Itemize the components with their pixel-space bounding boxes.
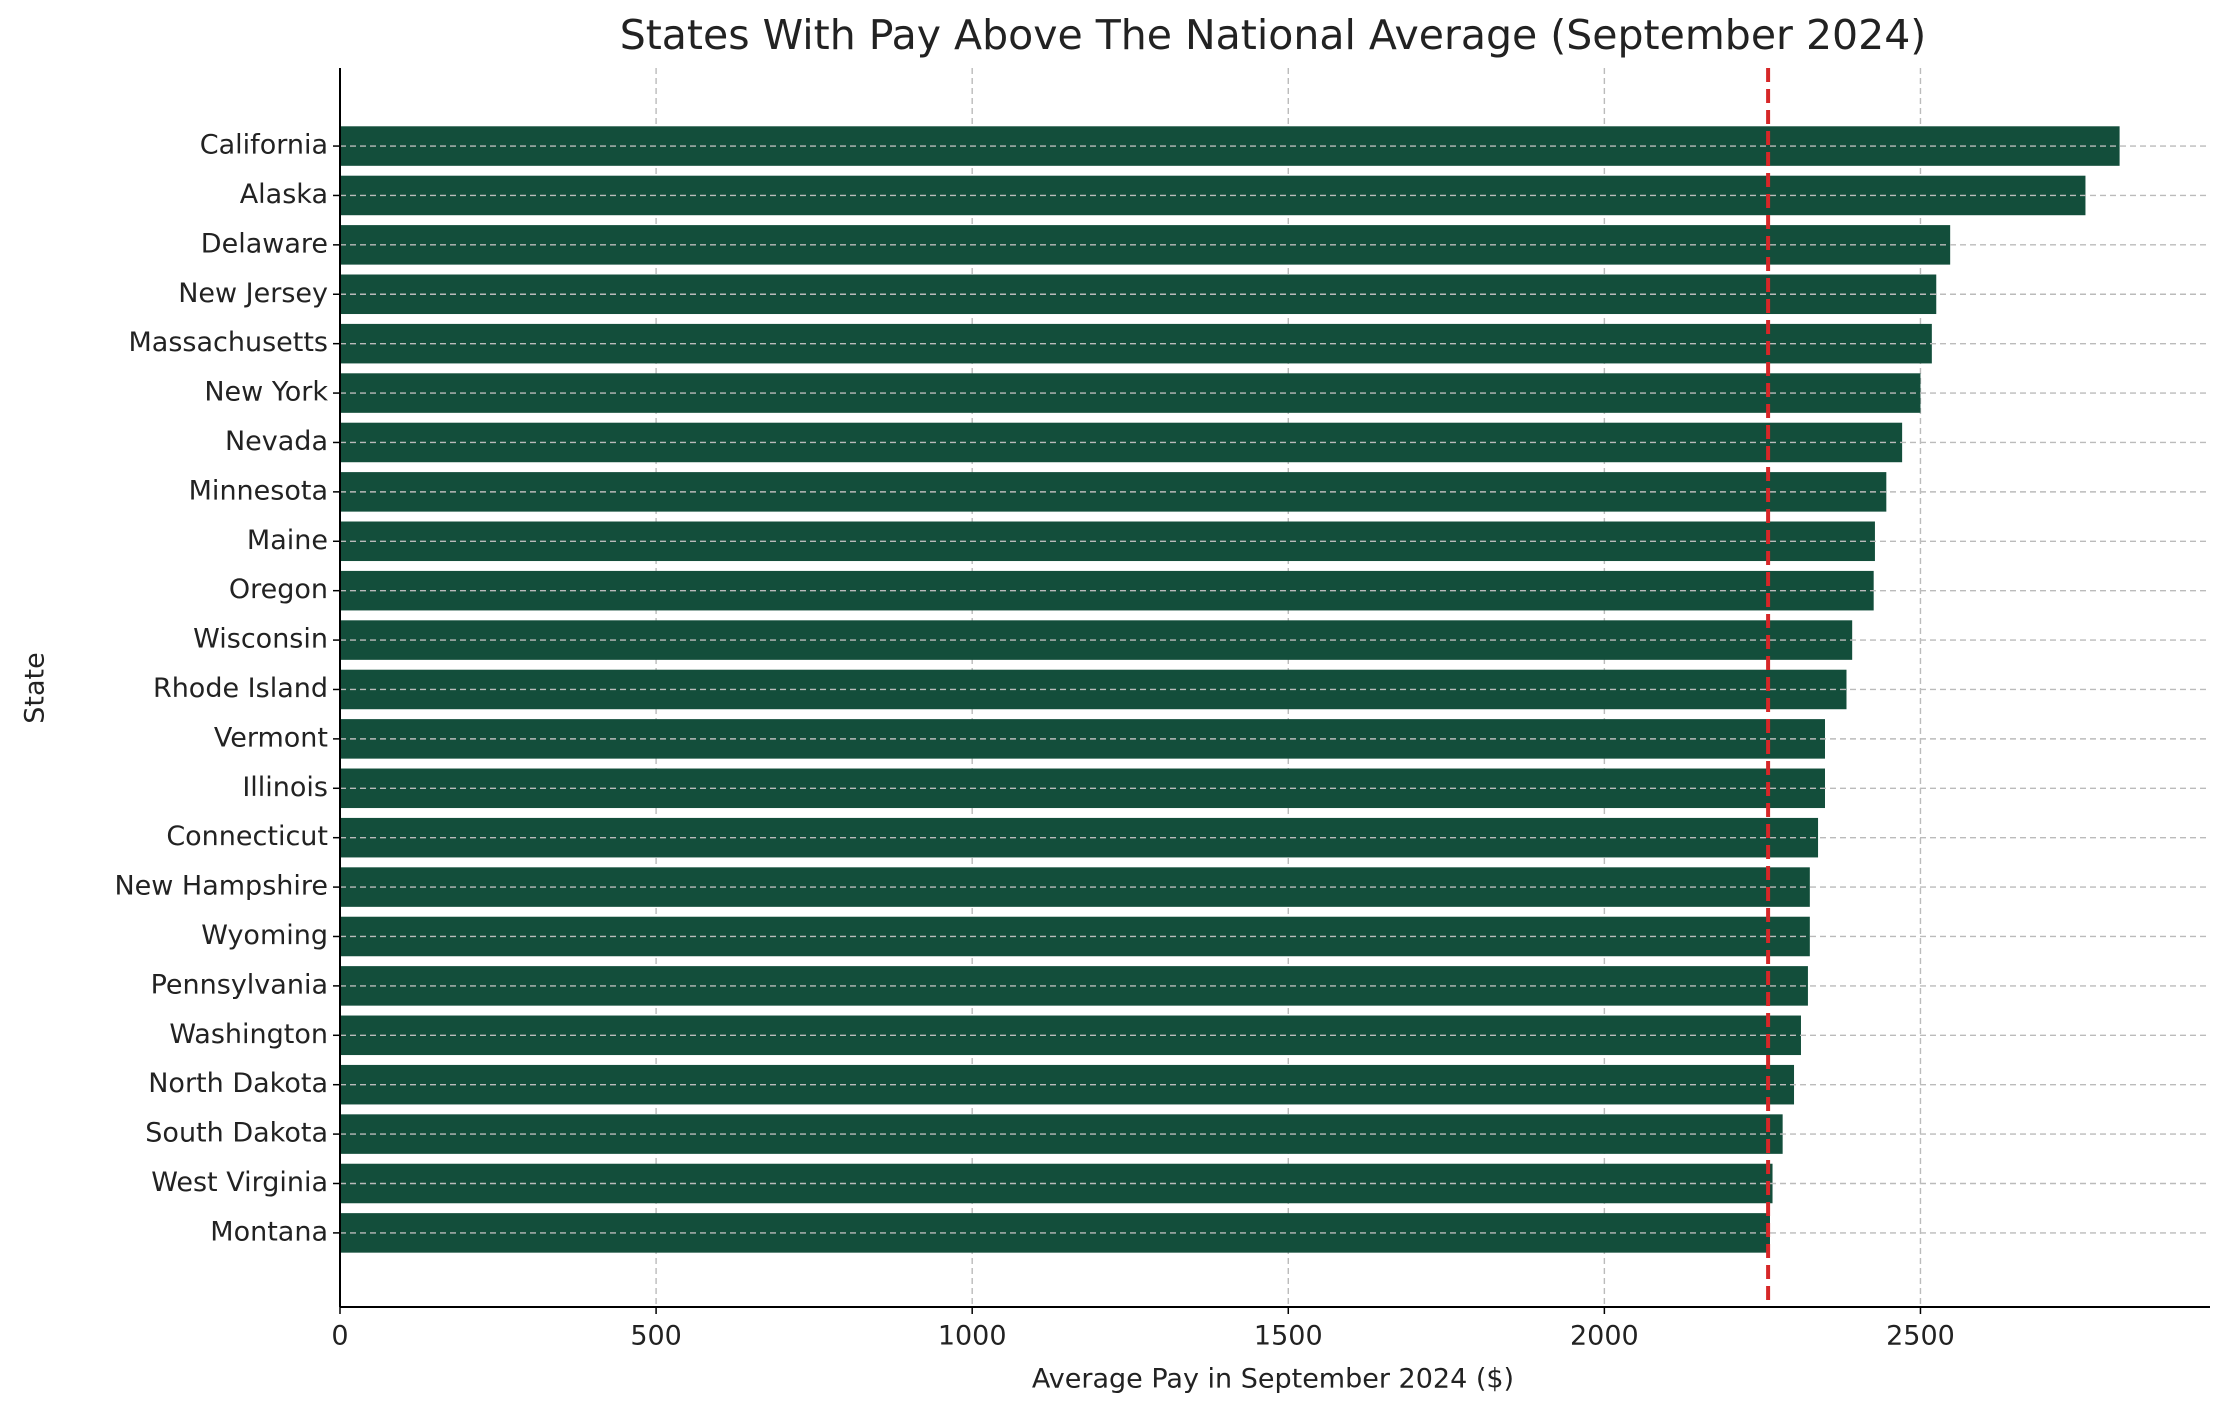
x-tick-label: 0 [331, 1321, 348, 1352]
x-axis-label: Average Pay in September 2024 ($) [1032, 1364, 1514, 1395]
y-tick-label: Delaware [201, 228, 328, 259]
y-tick-label: Minnesota [189, 475, 328, 506]
y-tick-label: Maine [247, 525, 328, 556]
y-tick-label: Connecticut [166, 821, 328, 852]
y-tick-label: Wisconsin [193, 624, 328, 655]
x-tick-label: 2500 [1886, 1321, 1955, 1352]
x-tick-label: 1500 [1254, 1321, 1323, 1352]
y-tick-label: Pennsylvania [151, 969, 328, 1000]
y-tick-label: Washington [169, 1019, 328, 1050]
y-tick-label: New Hampshire [114, 871, 328, 902]
y-tick-label: Alaska [240, 179, 328, 210]
y-tick-label: North Dakota [148, 1068, 328, 1099]
y-tick-label: Rhode Island [153, 673, 328, 704]
x-tick-label: 500 [630, 1321, 682, 1352]
x-tick-label: 2000 [1570, 1321, 1639, 1352]
y-tick-label: Massachusetts [128, 327, 328, 358]
y-axis-label: State [20, 652, 51, 723]
y-tick-label: West Virginia [151, 1167, 328, 1198]
y-tick-label: Montana [210, 1216, 328, 1247]
chart-title: States With Pay Above The National Avera… [620, 11, 1927, 59]
y-tick-label: South Dakota [145, 1118, 328, 1149]
y-tick-label: Nevada [225, 426, 328, 457]
y-tick-label: California [200, 130, 328, 161]
bar [340, 274, 1937, 315]
y-tick-label: Vermont [214, 722, 328, 753]
y-tick-label: New Jersey [178, 278, 328, 309]
y-tick-label: Oregon [229, 574, 328, 605]
y-tick-label: New York [204, 377, 328, 408]
y-tick-label: Wyoming [201, 920, 328, 951]
x-tick-label: 1000 [938, 1321, 1007, 1352]
y-tick-label: Illinois [242, 772, 328, 803]
